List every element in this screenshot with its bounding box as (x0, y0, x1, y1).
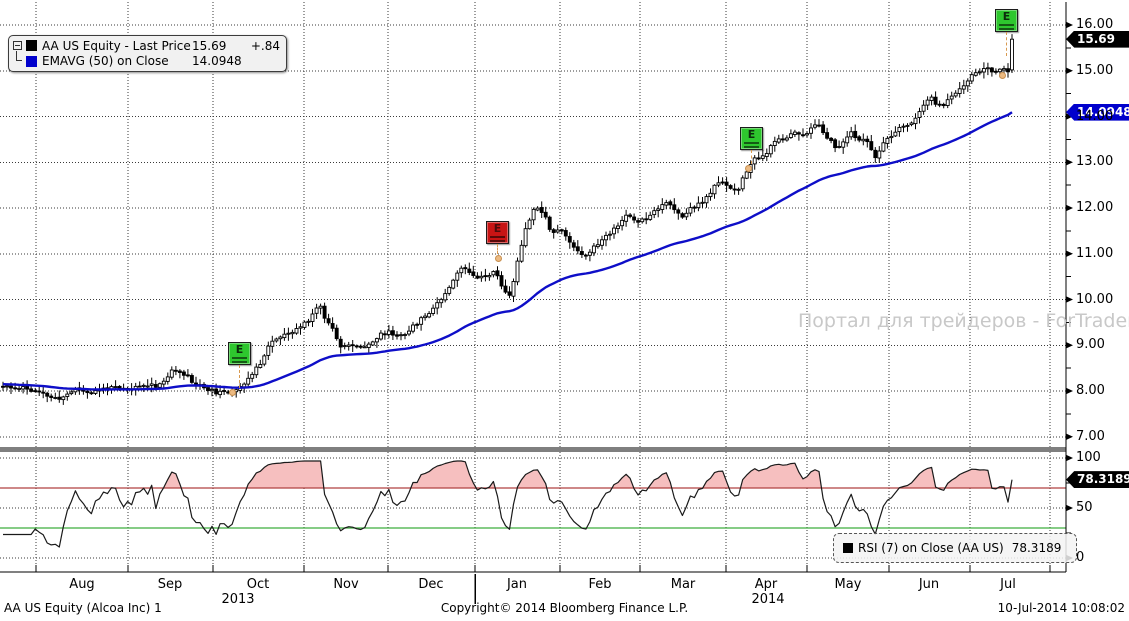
price-tick-label: 15.00 (1076, 62, 1114, 78)
price-tick-label: 11.00 (1076, 245, 1114, 261)
gridlines (0, 2, 1066, 572)
last-price-tag: 15.69 (1066, 30, 1129, 48)
price-tick-label: 8.00 (1076, 383, 1105, 398)
month-label: Dec (418, 577, 444, 592)
price-tick-label: 7.00 (1076, 428, 1105, 444)
rsi-legend-box[interactable]: RSI (7) on Close (AA US) 78.3189 (833, 533, 1077, 563)
earnings-badge-red[interactable]: E (486, 221, 509, 244)
rsi-line (3, 460, 1013, 548)
watermark: Портал для трейдеров - ForTrader.ru (798, 310, 1129, 332)
month-label: May (834, 577, 862, 592)
footer-copyright: Copyright© 2014 Bloomberg Finance L.P. (440, 601, 689, 615)
rsi-label: RSI (7) on Close (AA US) (858, 541, 1004, 555)
rsi-value-tag: 78.3189 (1066, 471, 1129, 489)
axes (0, 2, 1071, 604)
earnings-letter: E (493, 222, 502, 235)
earnings-letter: E (1002, 10, 1011, 23)
rsi-swatch (843, 543, 853, 553)
panel-separator (0, 447, 1066, 452)
last-price-value: 15.69 (192, 38, 227, 53)
last-price-label: AA US Equity - Last Price (42, 38, 191, 53)
legend-tree-connector (13, 51, 26, 66)
month-label: Aug (69, 577, 95, 592)
earnings-badge-green[interactable]: E (740, 127, 763, 150)
year-label: 2013 (221, 592, 255, 607)
rsi-tick-label: 100 (1076, 450, 1101, 465)
month-label: Mar (670, 577, 696, 592)
legend-box[interactable]: AA US Equity - Last Price 15.69 +.84 EMA… (8, 35, 287, 72)
earnings-letter: E (747, 128, 756, 141)
legend-tree-expander[interactable] (13, 41, 26, 51)
ema-value: 14.0948 (192, 54, 242, 69)
earnings-marker-line (1006, 32, 1007, 56)
price-tick-label: 10.00 (1076, 291, 1114, 307)
month-label: Jul (1000, 577, 1016, 592)
month-label: Jun (918, 577, 940, 592)
earnings-marker-line (751, 150, 752, 164)
price-tick-label: 9.00 (1076, 337, 1105, 353)
earnings-marker-line (497, 244, 498, 254)
price-tick-label: 13.00 (1076, 154, 1114, 170)
footer-timestamp: 10-Jul-2014 10:08:02 (997, 601, 1125, 615)
rsi-tick-label: 50 (1076, 500, 1093, 515)
rsi-overbought-fill (111, 461, 1012, 488)
month-label: Jan (506, 577, 528, 592)
dividend-dot[interactable] (998, 71, 1006, 79)
last-price-change: +.84 (250, 38, 280, 53)
candlesticks (1, 34, 1014, 405)
ema-price-tag: 14.0948 (1066, 103, 1129, 121)
rsi-tick-label: 0 (1076, 550, 1085, 565)
ema-swatch (26, 55, 37, 67)
month-label: Oct (246, 577, 270, 592)
ema-line (2, 111, 1013, 391)
dividend-dot[interactable] (228, 388, 236, 396)
price-tick-label: 14.00 (1076, 108, 1114, 124)
earnings-letter: E (235, 343, 244, 356)
earnings-badge-green[interactable]: E (995, 9, 1018, 32)
legend-row-price: AA US Equity - Last Price 15.69 +.84 (13, 38, 280, 54)
price-tick-label: 16.00 (1076, 17, 1114, 32)
last-price-swatch (26, 40, 37, 52)
footer-security-name: AA US Equity (Alcoa Inc) 1 (4, 601, 162, 615)
rsi-value: 78.3189 (1011, 541, 1062, 555)
price-tick-label: 12.00 (1076, 200, 1114, 215)
month-label: Nov (333, 577, 359, 592)
month-label: Apr (754, 577, 778, 592)
month-label: Feb (588, 577, 612, 592)
ema-label: EMAVG (50) on Close (42, 54, 169, 69)
legend-row-ema: EMAVG (50) on Close 14.0948 (13, 51, 280, 70)
year-label: 2014 (751, 592, 785, 607)
earnings-marker-line (239, 365, 240, 388)
earnings-badge-green[interactable]: E (228, 342, 251, 365)
month-label: Sep (157, 577, 183, 592)
dividend-dot[interactable] (494, 254, 502, 262)
dividend-dot[interactable] (744, 164, 752, 172)
